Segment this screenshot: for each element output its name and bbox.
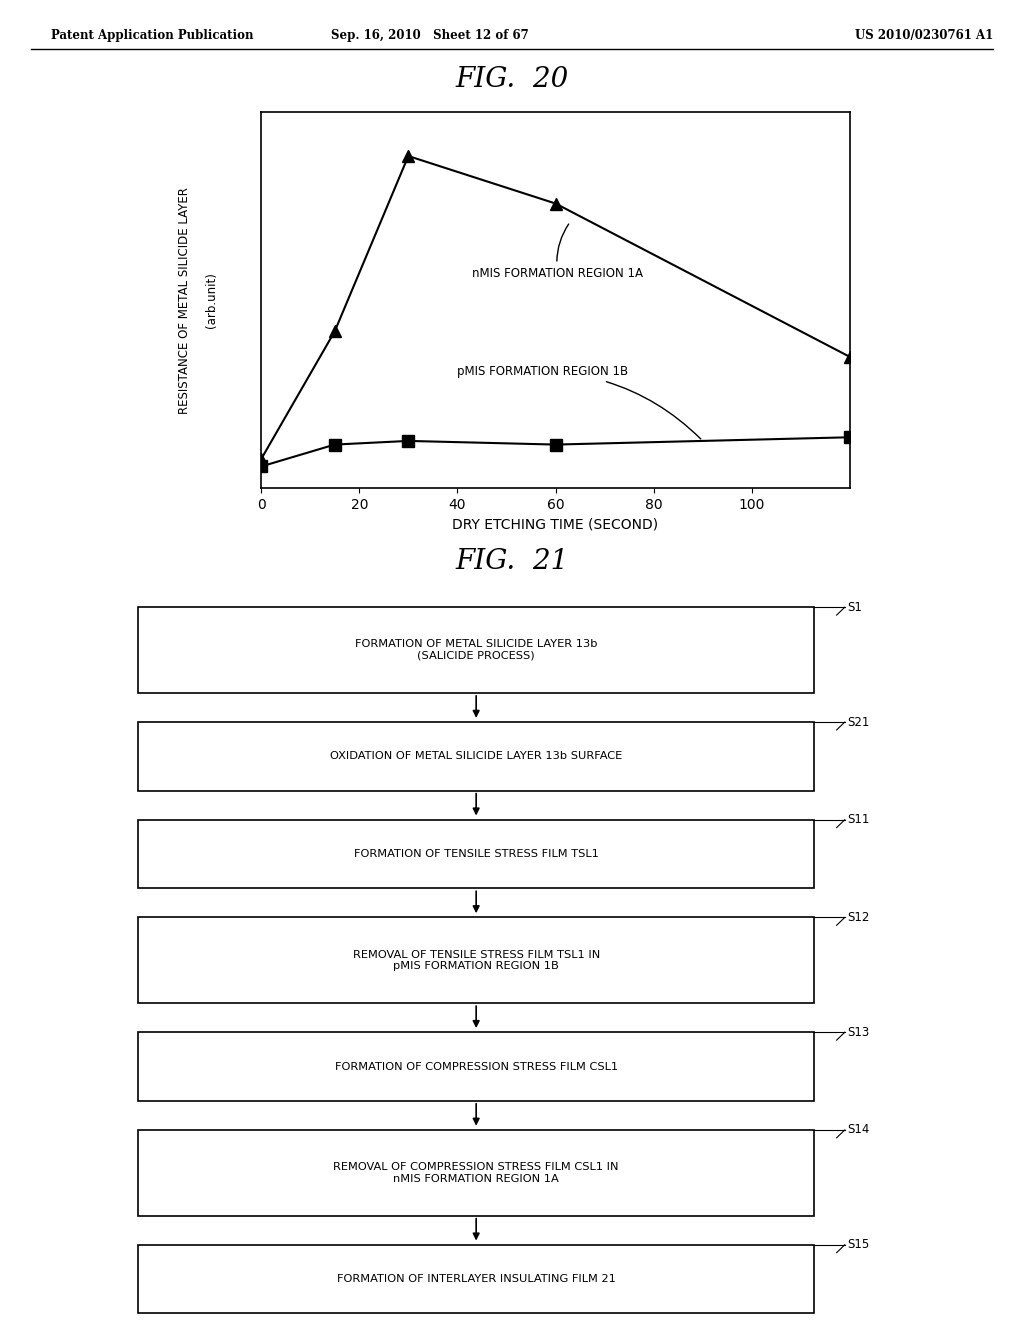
Text: S1: S1 [847,601,862,614]
Text: S12: S12 [847,911,869,924]
Text: S14: S14 [847,1123,869,1137]
Text: FORMATION OF TENSILE STRESS FILM TSL1: FORMATION OF TENSILE STRESS FILM TSL1 [353,849,599,859]
Text: FORMATION OF COMPRESSION STRESS FILM CSL1: FORMATION OF COMPRESSION STRESS FILM CSL… [335,1061,617,1072]
Text: FIG.  21: FIG. 21 [456,548,568,574]
X-axis label: DRY ETCHING TIME (SECOND): DRY ETCHING TIME (SECOND) [453,517,658,532]
Text: S13: S13 [847,1026,869,1039]
Text: S21: S21 [847,715,869,729]
Text: nMIS FORMATION REGION 1A: nMIS FORMATION REGION 1A [472,224,643,280]
Text: RESISTANCE OF METAL SILICIDE LAYER: RESISTANCE OF METAL SILICIDE LAYER [178,187,191,413]
Text: S11: S11 [847,813,869,826]
Text: Sep. 16, 2010   Sheet 12 of 67: Sep. 16, 2010 Sheet 12 of 67 [331,29,529,42]
Text: S15: S15 [847,1238,869,1251]
Text: US 2010/0230761 A1: US 2010/0230761 A1 [855,29,993,42]
Text: OXIDATION OF METAL SILICIDE LAYER 13b SURFACE: OXIDATION OF METAL SILICIDE LAYER 13b SU… [330,751,623,762]
Text: Patent Application Publication: Patent Application Publication [51,29,254,42]
Text: REMOVAL OF TENSILE STRESS FILM TSL1 IN
pMIS FORMATION REGION 1B: REMOVAL OF TENSILE STRESS FILM TSL1 IN p… [352,949,600,972]
Text: (arb.unit): (arb.unit) [205,272,217,329]
Text: FORMATION OF METAL SILICIDE LAYER 13b
(SALICIDE PROCESS): FORMATION OF METAL SILICIDE LAYER 13b (S… [355,639,597,661]
Text: pMIS FORMATION REGION 1B: pMIS FORMATION REGION 1B [458,366,700,440]
Text: REMOVAL OF COMPRESSION STRESS FILM CSL1 IN
nMIS FORMATION REGION 1A: REMOVAL OF COMPRESSION STRESS FILM CSL1 … [334,1162,618,1184]
Text: FORMATION OF INTERLAYER INSULATING FILM 21: FORMATION OF INTERLAYER INSULATING FILM … [337,1274,615,1284]
Text: FIG.  20: FIG. 20 [456,66,568,92]
